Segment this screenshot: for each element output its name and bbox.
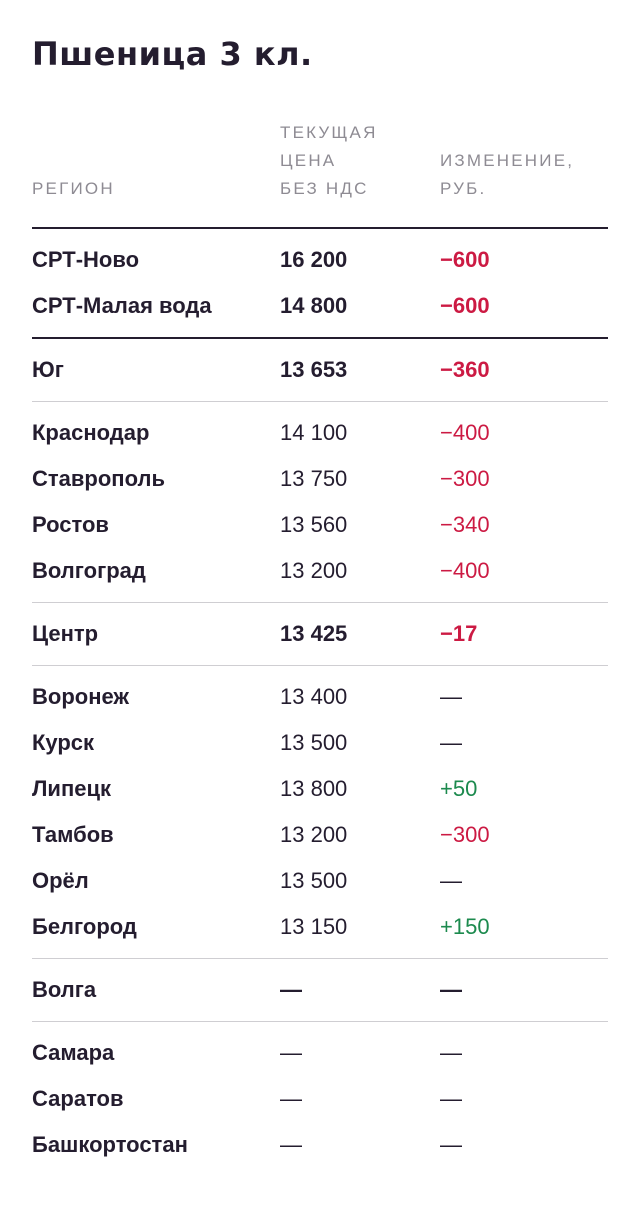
table-row: Орёл 13 500 — [32,858,608,904]
table-row: Курск 13 500 — [32,720,608,766]
change-cell: −360 [440,357,490,382]
price-cell: 13 800 [280,776,348,801]
change-cell: — [440,868,462,893]
change-cell: +50 [440,776,478,801]
change-cell: −340 [440,512,490,537]
change-cell: — [440,1086,462,1111]
price-cell: 13 150 [280,914,348,939]
column-header-change-line-2: РУБ. [440,179,487,198]
change-cell: +150 [440,914,490,939]
table-row: Тамбов 13 200 −300 [32,812,608,858]
region-cell: СРТ-Малая вода [32,293,212,318]
price-cell: 16 200 [280,247,348,272]
table-header: РЕГИОН ТЕКУЩАЯ ЦЕНА БЕЗ НДС ИЗМЕНЕНИЕ, Р… [32,120,608,229]
table-row: Волга — — [32,967,608,1013]
change-cell: −400 [440,420,490,445]
table-group: Юг 13 653 −360 [32,339,608,402]
column-header-price-line-2: ЦЕНА [280,151,337,170]
column-header-price-line-3: БЕЗ НДС [280,179,369,198]
region-cell: Самара [32,1040,115,1065]
region-cell: Ростов [32,512,109,537]
table-row: Краснодар 14 100 −400 [32,410,608,456]
table-row: Центр 13 425 −17 [32,611,608,657]
column-header-price: ТЕКУЩАЯ ЦЕНА БЕЗ НДС [280,119,378,203]
region-cell: Саратов [32,1086,124,1111]
region-cell: Белгород [32,914,137,939]
change-cell: −300 [440,466,490,491]
page-title: Пшеница 3 кл. [32,35,313,73]
region-cell: Ставрополь [32,466,165,491]
table-row: Липецк 13 800 +50 [32,766,608,812]
region-cell: Липецк [32,776,112,801]
table-body: СРТ-Ново 16 200 −600 СРТ-Малая вода 14 800 −6… [32,229,608,1176]
column-header-region: РЕГИОН [32,175,115,203]
price-cell: 14 800 [280,293,348,318]
change-cell: −600 [440,293,490,318]
region-cell: Курск [32,730,95,755]
table-row: Юг 13 653 −360 [32,347,608,393]
change-cell: −300 [440,822,490,847]
table-group: Волга — — [32,959,608,1022]
column-header-change: ИЗМЕНЕНИЕ, РУБ. [440,147,574,203]
table-row: Ставрополь 13 750 −300 [32,456,608,502]
price-cell: 13 653 [280,357,348,382]
region-cell: Юг [32,357,64,382]
region-cell: Воронеж [32,684,130,709]
price-cell: 13 500 [280,868,348,893]
price-cell: 13 400 [280,684,348,709]
column-header-price-line-1: ТЕКУЩАЯ [280,123,378,142]
table-row: Белгород 13 150 +150 [32,904,608,950]
change-cell: — [440,730,462,755]
region-cell: Башкортостан [32,1132,188,1157]
table-row: Башкортостан — — [32,1122,608,1168]
region-cell: Тамбов [32,822,114,847]
price-cell: 13 425 [280,621,348,646]
table-row: Волгоград 13 200 −400 [32,548,608,594]
price-cell: — [280,977,302,1002]
price-cell: 13 200 [280,822,348,847]
price-cell: — [280,1040,302,1065]
table-group: Краснодар 14 100 −400 Ставрополь 13 750 −300 Р… [32,402,608,603]
price-cell: 13 750 [280,466,348,491]
change-cell: −600 [440,247,490,272]
price-cell: 13 500 [280,730,348,755]
region-cell: Орёл [32,868,89,893]
region-cell: Центр [32,621,99,646]
change-cell: −400 [440,558,490,583]
region-cell: СРТ-Ново [32,247,140,272]
price-cell: — [280,1132,302,1157]
table-group: СРТ-Ново 16 200 −600 СРТ-Малая вода 14 800 −6… [32,229,608,339]
column-header-region-label: РЕГИОН [32,179,115,198]
column-header-change-line-1: ИЗМЕНЕНИЕ, [440,151,575,170]
change-cell: — [440,1040,462,1065]
price-cell: 13 200 [280,558,348,583]
region-cell: Краснодар [32,420,150,445]
price-cell: — [280,1086,302,1111]
table-row: СРТ-Ново 16 200 −600 [32,237,608,283]
table-row: Воронеж 13 400 — [32,674,608,720]
table-row: СРТ-Малая вода 14 800 −600 [32,283,608,329]
table-row: Самара — — [32,1030,608,1076]
price-cell: 14 100 [280,420,348,445]
table-group: Центр 13 425 −17 [32,603,608,666]
table-group: Самара — — Саратов — — Башкортостан — — [32,1022,608,1176]
table-row: Ростов 13 560 −340 [32,502,608,548]
change-cell: −17 [440,621,478,646]
change-cell: — [440,684,462,709]
region-cell: Волгоград [32,558,146,583]
price-cell: 13 560 [280,512,348,537]
change-cell: — [440,1132,462,1157]
table-group: Воронеж 13 400 — Курск 13 500 — Липецк 13 800 +5… [32,666,608,959]
region-cell: Волга [32,977,97,1002]
change-cell: — [440,977,462,1002]
table-row: Саратов — — [32,1076,608,1122]
